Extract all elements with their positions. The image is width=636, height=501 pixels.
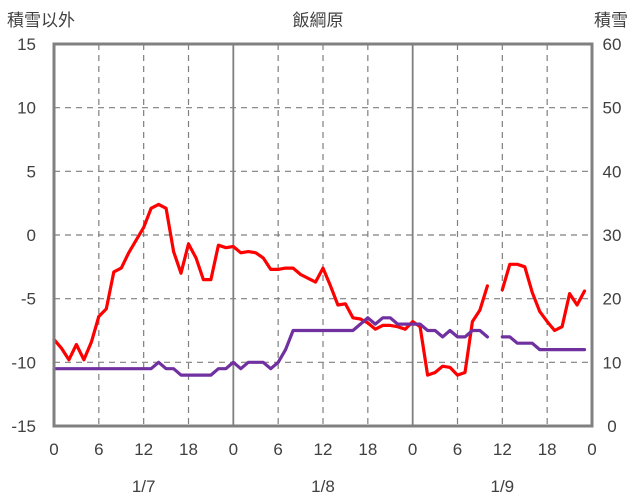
right-tick-label: 0 <box>607 417 616 436</box>
right-tick-label: 40 <box>603 162 622 181</box>
x-tick-label: 0 <box>49 440 58 459</box>
right-axis-label: 積雪 <box>594 11 628 31</box>
chart-title: 飯綱原 <box>293 11 344 31</box>
right-tick-label: 20 <box>603 290 622 309</box>
x-tick-label: 12 <box>314 440 333 459</box>
right-tick-label: 30 <box>603 226 622 245</box>
left-axis-label: 積雪以外 <box>7 11 75 31</box>
series-line <box>52 316 489 377</box>
x-tick-label: 6 <box>94 440 103 459</box>
left-tick-label: 15 <box>17 35 36 54</box>
left-tick-label: -5 <box>21 290 36 309</box>
left-tick-label: 0 <box>27 226 36 245</box>
left-tick-label: 5 <box>27 162 36 181</box>
x-tick-label: 6 <box>273 440 282 459</box>
x-tick-label: 6 <box>453 440 462 459</box>
x-tick-label: 18 <box>538 440 557 459</box>
x-tick-label: 0 <box>229 440 238 459</box>
left-tick-label: 10 <box>17 99 36 118</box>
x-tick-label: 0 <box>587 440 596 459</box>
series-line <box>500 262 587 333</box>
series-lines <box>52 202 587 377</box>
x-tick-label: 18 <box>179 440 198 459</box>
x-tick-label: 12 <box>493 440 512 459</box>
right-tick-label: 50 <box>603 99 622 118</box>
date-label: 1/8 <box>311 477 335 496</box>
plot-frame <box>52 42 594 428</box>
x-tick-label: 18 <box>358 440 377 459</box>
date-label: 1/7 <box>132 477 156 496</box>
right-tick-label: 60 <box>603 35 622 54</box>
x-tick-label: 0 <box>408 440 417 459</box>
series-line <box>52 202 489 377</box>
left-tick-label: -10 <box>11 353 36 372</box>
x-tick-label: 12 <box>134 440 153 459</box>
date-label: 1/9 <box>491 477 515 496</box>
right-tick-label: 10 <box>603 353 622 372</box>
left-tick-label: -15 <box>11 417 36 436</box>
series-line <box>500 335 587 352</box>
